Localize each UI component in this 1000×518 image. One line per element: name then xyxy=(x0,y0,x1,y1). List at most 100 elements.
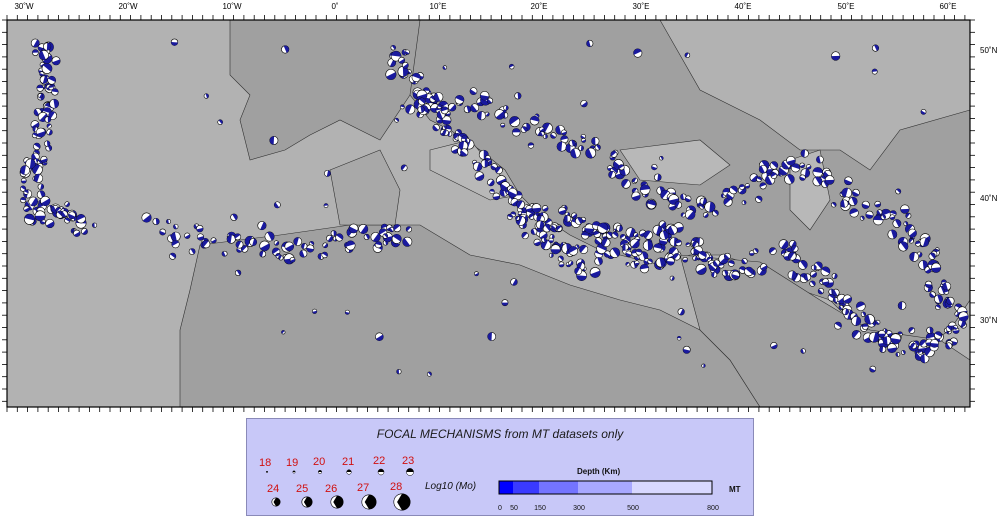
magnitude-label: 26 xyxy=(325,483,338,495)
focal-mechanism xyxy=(682,256,688,263)
focal-mechanism xyxy=(489,188,495,195)
depth-tick-label: 800 xyxy=(707,505,719,512)
focal-mechanism xyxy=(659,230,669,241)
focal-mechanism xyxy=(677,308,685,316)
focal-mechanism xyxy=(538,230,548,240)
focal-mechanism xyxy=(281,330,286,335)
focal-mechanism xyxy=(535,220,545,229)
frame-ticks xyxy=(2,15,975,412)
focal-mechanism xyxy=(76,214,86,224)
focal-mechanism xyxy=(639,263,650,274)
legend-beachball xyxy=(318,470,322,474)
focal-mechanism xyxy=(440,106,449,115)
focal-mechanism xyxy=(879,346,887,353)
focal-mechanism xyxy=(817,288,825,295)
focal-mechanism xyxy=(530,228,538,235)
focal-mechanism xyxy=(758,164,768,174)
landmasses xyxy=(179,19,971,408)
focal-mechanism xyxy=(210,237,217,244)
focal-mechanism xyxy=(756,176,762,183)
focal-mechanism xyxy=(39,75,48,84)
focal-mechanism xyxy=(344,309,350,315)
focal-mechanism xyxy=(432,124,440,132)
focal-mechanism xyxy=(633,232,639,238)
focal-mechanism xyxy=(485,155,491,161)
focal-mechanism xyxy=(895,188,902,195)
magnitude-label: 23 xyxy=(402,455,415,467)
focal-mechanism xyxy=(945,342,953,350)
focal-mechanism xyxy=(723,252,731,260)
focal-mechanism xyxy=(673,253,681,261)
focal-mechanism xyxy=(712,209,719,217)
focal-mechanism xyxy=(778,239,789,250)
focal-mechanism xyxy=(848,196,858,206)
focal-mechanism xyxy=(299,249,308,258)
longitude-labels: 30˚W 20˚W 10˚W 0˚ 10˚E 20˚E 30˚E 40˚E 50˚E 60˚E xyxy=(14,2,956,11)
legend-beachball xyxy=(271,497,281,507)
focal-mechanism xyxy=(35,127,46,138)
focal-mechanism xyxy=(171,231,181,242)
focal-mechanism xyxy=(533,238,541,247)
focal-mechanism xyxy=(711,271,718,278)
focal-mechanism xyxy=(653,243,663,253)
focal-mechanism xyxy=(426,371,432,377)
focal-mechanism xyxy=(930,339,939,348)
focal-mechanism xyxy=(509,116,521,128)
focal-mechanism xyxy=(541,205,549,212)
focal-mechanism xyxy=(51,56,61,66)
focal-mechanism xyxy=(370,232,381,243)
focal-mechanism xyxy=(73,229,81,237)
legend-title: FOCAL MECHANISMS from MT datasets only xyxy=(376,427,624,441)
focal-mechanism xyxy=(901,350,906,355)
focal-mechanism xyxy=(516,200,526,209)
focal-mechanism xyxy=(851,330,862,340)
focal-mechanism xyxy=(797,260,808,270)
focal-mechanism xyxy=(541,237,547,243)
depth-tick-label: 0 xyxy=(498,505,502,512)
focal-mechanism xyxy=(871,44,880,52)
longitude-label: 60˚E xyxy=(940,2,957,11)
focal-mechanism xyxy=(787,270,797,280)
magnitude-label: 24 xyxy=(267,483,280,495)
focal-mechanism xyxy=(875,319,881,325)
focal-mechanism xyxy=(871,68,878,75)
focal-mechanism xyxy=(820,266,831,277)
focal-mechanism xyxy=(849,208,859,218)
focal-mechanism xyxy=(910,342,917,350)
focal-mechanism xyxy=(454,94,465,105)
focal-mechanism xyxy=(330,230,337,237)
focal-mechanism xyxy=(273,240,280,246)
focal-mechanism xyxy=(920,109,927,115)
focal-mechanism xyxy=(625,250,632,258)
focal-mechanism xyxy=(655,257,666,268)
focal-mechanism xyxy=(38,49,50,61)
focal-mechanism xyxy=(842,308,849,316)
focal-mechanism xyxy=(226,234,236,244)
longitude-label: 10˚E xyxy=(430,2,447,11)
focal-mechanism xyxy=(907,228,917,238)
focal-mechanism xyxy=(874,200,881,208)
longitude-label: 30˚E xyxy=(633,2,650,11)
focal-mechanism xyxy=(861,200,870,209)
focal-mechanism xyxy=(942,281,952,291)
focal-mechanism xyxy=(697,250,707,260)
legend-beachball xyxy=(292,470,296,474)
focal-mechanism xyxy=(578,145,584,151)
focal-mechanism xyxy=(24,213,35,225)
focal-mechanism xyxy=(880,214,886,220)
magnitude-label: 19 xyxy=(286,457,299,469)
focal-mechanism xyxy=(887,343,897,354)
focal-mechanism xyxy=(464,137,470,144)
legend-beachball xyxy=(265,470,269,474)
legend-beachball xyxy=(406,468,414,476)
focal-mechanism xyxy=(515,215,520,221)
focal-mechanism xyxy=(642,240,654,251)
depth-title: Depth (Km) xyxy=(577,467,621,476)
focal-mechanism xyxy=(654,173,662,182)
focal-mechanism xyxy=(834,321,842,330)
focal-mechanism xyxy=(635,248,643,256)
focal-mechanism xyxy=(651,164,658,171)
focal-mechanism xyxy=(810,270,817,278)
focal-mechanism xyxy=(851,316,862,326)
focal-mechanism xyxy=(469,87,478,96)
